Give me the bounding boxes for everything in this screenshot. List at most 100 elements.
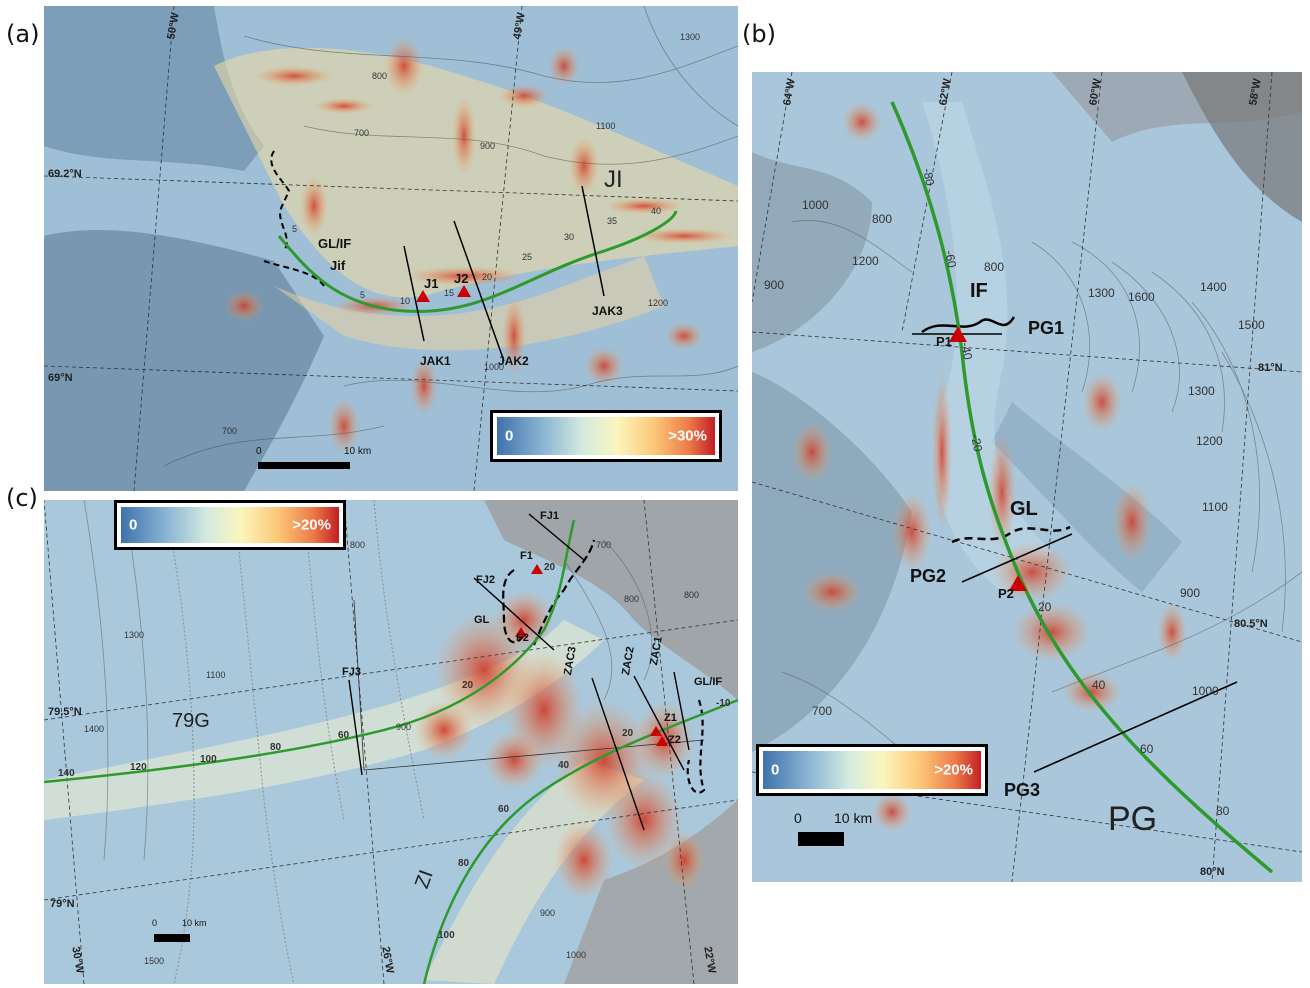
- dist-label: 60: [1140, 742, 1154, 756]
- pg1-label: PG1: [1028, 318, 1065, 338]
- dist-label: 35: [607, 216, 618, 226]
- dist-label: 80: [270, 742, 282, 753]
- gl-label: GL: [474, 614, 490, 626]
- contour-label: 1400: [84, 724, 105, 734]
- dist-label: 60: [498, 804, 510, 815]
- lat-label: 80°N: [1200, 866, 1225, 878]
- dist-label: 40: [558, 760, 570, 771]
- panel-b-map: P1 P2 IF GL PG1 PG2 PG3 PG -80 -60 -40 -…: [752, 72, 1302, 882]
- contour-label: 1000: [1192, 684, 1219, 698]
- panel-a-map: GL/IF Jif J1 J2 JAK1 JAK2 JAK3 JI 5 5 10…: [44, 6, 738, 491]
- lat-label: 69°N: [48, 372, 73, 384]
- contour-label: 1100: [206, 670, 226, 680]
- contour-label: 800: [984, 260, 1005, 274]
- p1-label: P1: [936, 334, 952, 349]
- colorbar-low-label: 0: [129, 516, 138, 534]
- pg3-label: PG3: [1004, 780, 1041, 800]
- dist-label: 40: [1092, 678, 1106, 692]
- lat-label: 69.2°N: [48, 168, 82, 180]
- fj1-label: FJ1: [540, 510, 559, 522]
- contour-label: 1400: [1200, 280, 1227, 294]
- j2-label: J2: [454, 271, 469, 286]
- scale-end-label: 10 km: [834, 810, 873, 826]
- panel-c-label: (c): [6, 484, 38, 512]
- j1-label: J1: [424, 276, 439, 291]
- scale-start-label: 0: [152, 918, 158, 928]
- dist-label: 20: [1038, 600, 1052, 614]
- colorbar-high-label: >20%: [934, 761, 973, 779]
- panel-c-map: FJ1 FJ2 FJ3 F1 F2 GL GL/IF Z1 Z2 ZAC3 ZA…: [44, 500, 738, 984]
- contour-label: 800: [684, 590, 700, 600]
- lat-label: 81°N: [1258, 362, 1283, 374]
- dist-label: 5: [360, 290, 366, 300]
- dist-label: -10: [716, 698, 731, 709]
- dist-label: 80: [1216, 804, 1230, 818]
- contour-label: 1500: [1238, 318, 1265, 332]
- contour-label: 1300: [680, 32, 701, 42]
- colorbar-gradient: [497, 417, 715, 455]
- scale-start-label: 0: [256, 446, 262, 457]
- jak1-label: JAK1: [420, 354, 451, 368]
- lat-label: 80.5°N: [1234, 618, 1268, 630]
- pg2-label: PG2: [910, 566, 947, 586]
- contour-label: 1000: [802, 198, 829, 212]
- colorbar-low-label: 0: [771, 761, 780, 779]
- contour-label: 900: [396, 722, 412, 732]
- contour-label: 1100: [596, 121, 616, 131]
- panel-a-label: (a): [6, 20, 40, 48]
- scale-end-label: 10 km: [182, 918, 207, 928]
- contour-label: 900: [540, 908, 556, 918]
- if-label: IF: [970, 280, 988, 302]
- lat-label: 79.5°N: [48, 706, 82, 718]
- contour-label: 1300: [124, 630, 145, 640]
- dist-label: 30: [564, 232, 575, 242]
- scale-bar: [154, 934, 190, 942]
- fj2-label: FJ2: [476, 574, 495, 586]
- z2-label: Z2: [668, 734, 681, 746]
- contour-label: 1500: [144, 956, 165, 966]
- gl-label: GL: [1010, 498, 1038, 520]
- contour-label: 700: [596, 540, 612, 550]
- dist-label: 100: [200, 754, 217, 765]
- contour-label: 1300: [1088, 286, 1115, 300]
- gl-if-label: GL/IF: [694, 676, 723, 688]
- contour-label: 700: [812, 704, 833, 718]
- dist-label: -60: [942, 249, 960, 269]
- z1-label: Z1: [664, 712, 677, 724]
- dist-label: 10: [400, 296, 411, 306]
- colorbar-a: 0 >30%: [490, 410, 722, 462]
- dist-label: 40: [651, 206, 662, 216]
- contour-label: 900: [480, 141, 496, 151]
- contour-label: 1300: [1188, 384, 1215, 398]
- contour-label: 800: [372, 71, 388, 81]
- dist-label: 60: [338, 730, 350, 741]
- p2-label: P2: [998, 586, 1014, 601]
- colorbar-gradient: [121, 507, 339, 543]
- contour-label: 800: [350, 540, 366, 550]
- contour-label: 900: [764, 278, 785, 292]
- colorbar-low-label: 0: [505, 427, 514, 445]
- scale-start-label: 0: [794, 810, 802, 826]
- scale-end-label: 10 km: [344, 446, 372, 457]
- dist-label: 20: [462, 680, 474, 691]
- scale-bar: [258, 462, 350, 469]
- 79g-region-label: 79G: [172, 710, 210, 732]
- colorbar-c: 0 >20%: [114, 500, 346, 550]
- gl-if-marker-label: GL/IF: [318, 236, 352, 251]
- panel-c-map-svg: [44, 500, 738, 984]
- colorbar-b: 0 >20%: [756, 744, 988, 796]
- dist-label: 100: [438, 930, 455, 941]
- contour-label: 1000: [484, 362, 505, 372]
- contour-label: 1100: [1202, 500, 1228, 514]
- dist-label: 20: [482, 272, 493, 282]
- dist-label: 15: [444, 288, 455, 298]
- contour-label: 900: [1180, 586, 1201, 600]
- contour-label: 800: [872, 212, 893, 226]
- f1-label: F1: [520, 550, 533, 562]
- contour-label: 1600: [1128, 290, 1155, 304]
- scale-bar: [798, 832, 844, 846]
- colorbar-gradient: [763, 751, 981, 789]
- panel-a-map-svg: [44, 6, 738, 491]
- fj3-label: FJ3: [342, 666, 361, 678]
- panel-b-label: (b): [742, 20, 776, 48]
